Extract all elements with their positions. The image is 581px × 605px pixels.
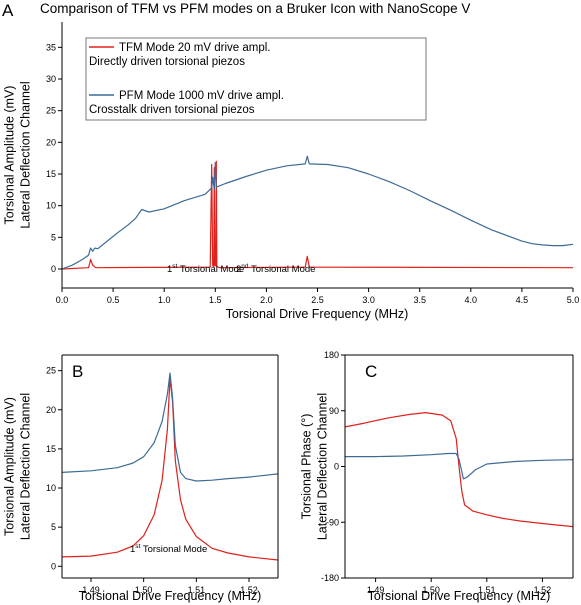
panel-a-legend-box	[85, 37, 427, 121]
panel-a-legend-sublabel-1: Directly driven torsional piezos	[89, 56, 245, 68]
panel-c-series-line-pfm	[345, 452, 573, 480]
panel-a-x-tick-label: 2.5	[311, 295, 324, 305]
panel-a-y-tick-label: 10	[46, 201, 56, 211]
panel-b-annotation-base: 1	[130, 544, 135, 555]
panel-b-annotation-text: Torsional Mode	[140, 544, 207, 555]
panel-a-x-tick-label: 0.0	[56, 295, 69, 305]
panel-b-x-tick-label: 1.49	[82, 585, 100, 595]
panel-b-y-tick-label: 10	[46, 483, 56, 493]
panel-b-letter: B	[72, 362, 83, 381]
panel-c-x-tick-label: 1.52	[534, 585, 552, 595]
panel-a-x-tick-label: 1.0	[158, 295, 171, 305]
panel-b-y-tick-label: 0	[51, 561, 56, 571]
panel-c-x-tick-label: 1.50	[422, 585, 440, 595]
panel-a-annotation-sup: nd	[241, 263, 249, 270]
panel-a-legend-label-1: TFM Mode 20 mV drive ampl.	[119, 42, 270, 54]
panel-a-chart: 0.0 0.5 1.0 1.5 2.0 2.5 3.0 3.5 4.0 4.5 5.0 0 5 10 15 2…	[2, 22, 579, 321]
panel-c-chart: 1.49 1.50 1.51 1.52 180 90 0 -90 -180 Torsional D…	[299, 350, 574, 603]
panel-a-y-axis-title-1: Torsional Amplitude (mV)	[2, 86, 16, 225]
panel-a-annotation-text: Torsional Mode	[177, 264, 244, 275]
panel-a-annotation-base: 1	[167, 264, 172, 275]
panel-c-y-tick-label: -180	[321, 573, 339, 583]
panel-b-series-line-pfm	[62, 372, 278, 482]
panel-a-y-tick-label: 20	[46, 137, 56, 147]
panel-a-annotation-base: 2	[236, 264, 241, 275]
panel-b-x-tick-label: 1.51	[188, 585, 206, 595]
panel-a-legend-label-2: PFM Mode 1000 mV drive ampl.	[119, 90, 284, 102]
panel-c-x-tick-label: 1.51	[478, 585, 496, 595]
panel-a-legend-sublabel-2: Crosstalk driven torsional piezos	[89, 104, 255, 116]
panel-c-y-axis-title-1: Torsional Phase (°)	[299, 414, 313, 520]
panel-c-x-axis-title: Torsional Drive Frequency (MHz)	[368, 589, 551, 603]
panel-a-x-tick-label: 2.0	[260, 295, 273, 305]
panel-b-y-tick-label: 5	[51, 522, 56, 532]
panel-a-x-tick-label: 4.0	[465, 295, 478, 305]
panel-a-x-axis-title: Torsional Drive Frequency (MHz)	[226, 307, 409, 321]
panel-a-annotation: 1st Torsional Mode	[167, 263, 244, 275]
panel-a-annotation: 2nd Torsional Mode	[236, 263, 315, 275]
panel-a-y-tick-label: 35	[46, 42, 56, 52]
panel-b-x-axis-title: Torsional Drive Frequency (MHz)	[79, 589, 262, 603]
panel-c-y-tick-label: 0	[334, 462, 339, 472]
panel-b-y-tick-label: 25	[46, 366, 56, 376]
panel-a-annotation-text: Torsional Mode	[249, 264, 316, 275]
panel-a-y-tick-label: 30	[46, 74, 56, 84]
panel-b-y-axis-title-1: Torsional Amplitude (mV)	[2, 397, 16, 536]
panel-b-x-tick-label: 1.50	[135, 585, 153, 595]
panel-c-y-tick-label: 180	[324, 350, 339, 360]
panel-c-y-axis-title-2: Lateral Deflection Channel	[315, 393, 329, 540]
panel-a-x-tick-label: 3.0	[362, 295, 375, 305]
panel-c-series-line-tfm	[345, 412, 573, 528]
panel-a-y-tick-label: 5	[51, 232, 56, 242]
panel-a-x-tick-label: 0.5	[107, 295, 120, 305]
panel-b-chart: 1.49 1.50 1.51 1.52 0 5 10 15 20 25 Torsional Driv…	[2, 354, 279, 603]
figure-title: Comparison of TFM vs PFM modes on a Bruk…	[40, 1, 470, 16]
panel-c-x-tick-label: 1.49	[367, 585, 385, 595]
panel-a-x-tick-label: 1.5	[209, 295, 222, 305]
panel-a-y-axis-title-2: Lateral Deflection Channel	[18, 81, 32, 228]
panel-a-x-tick-label: 3.5	[413, 295, 426, 305]
panel-a-series-line-tfm	[62, 160, 573, 270]
panel-b-annotation-sup: st	[135, 543, 140, 550]
panel-a-x-tick-label: 4.5	[516, 295, 529, 305]
panel-c-y-tick-label: 90	[329, 406, 339, 416]
panel-b-x-tick-label: 1.52	[240, 585, 258, 595]
panel-a-x-tick-label: 5.0	[567, 295, 580, 305]
panel-a-annotation-sup: st	[172, 263, 177, 270]
panel-a-y-tick-label: 25	[46, 106, 56, 116]
panel-b-annotation: 1st Torsional Mode	[130, 543, 207, 555]
panel-a-letter: A	[2, 1, 14, 20]
panel-a-series-line-pfm	[62, 155, 573, 270]
panel-b-series-line-tfm	[62, 377, 278, 561]
panel-c-y-tick-label: -90	[326, 517, 339, 527]
panel-a-y-tick-label: 0	[51, 264, 56, 274]
panel-b-y-axis-title-2: Lateral Deflection Channel	[18, 393, 32, 540]
panel-b-y-tick-label: 20	[46, 405, 56, 415]
panel-a-y-tick-label: 15	[46, 169, 56, 179]
panel-c-letter: C	[365, 362, 377, 381]
panel-b-y-tick-label: 15	[46, 444, 56, 454]
